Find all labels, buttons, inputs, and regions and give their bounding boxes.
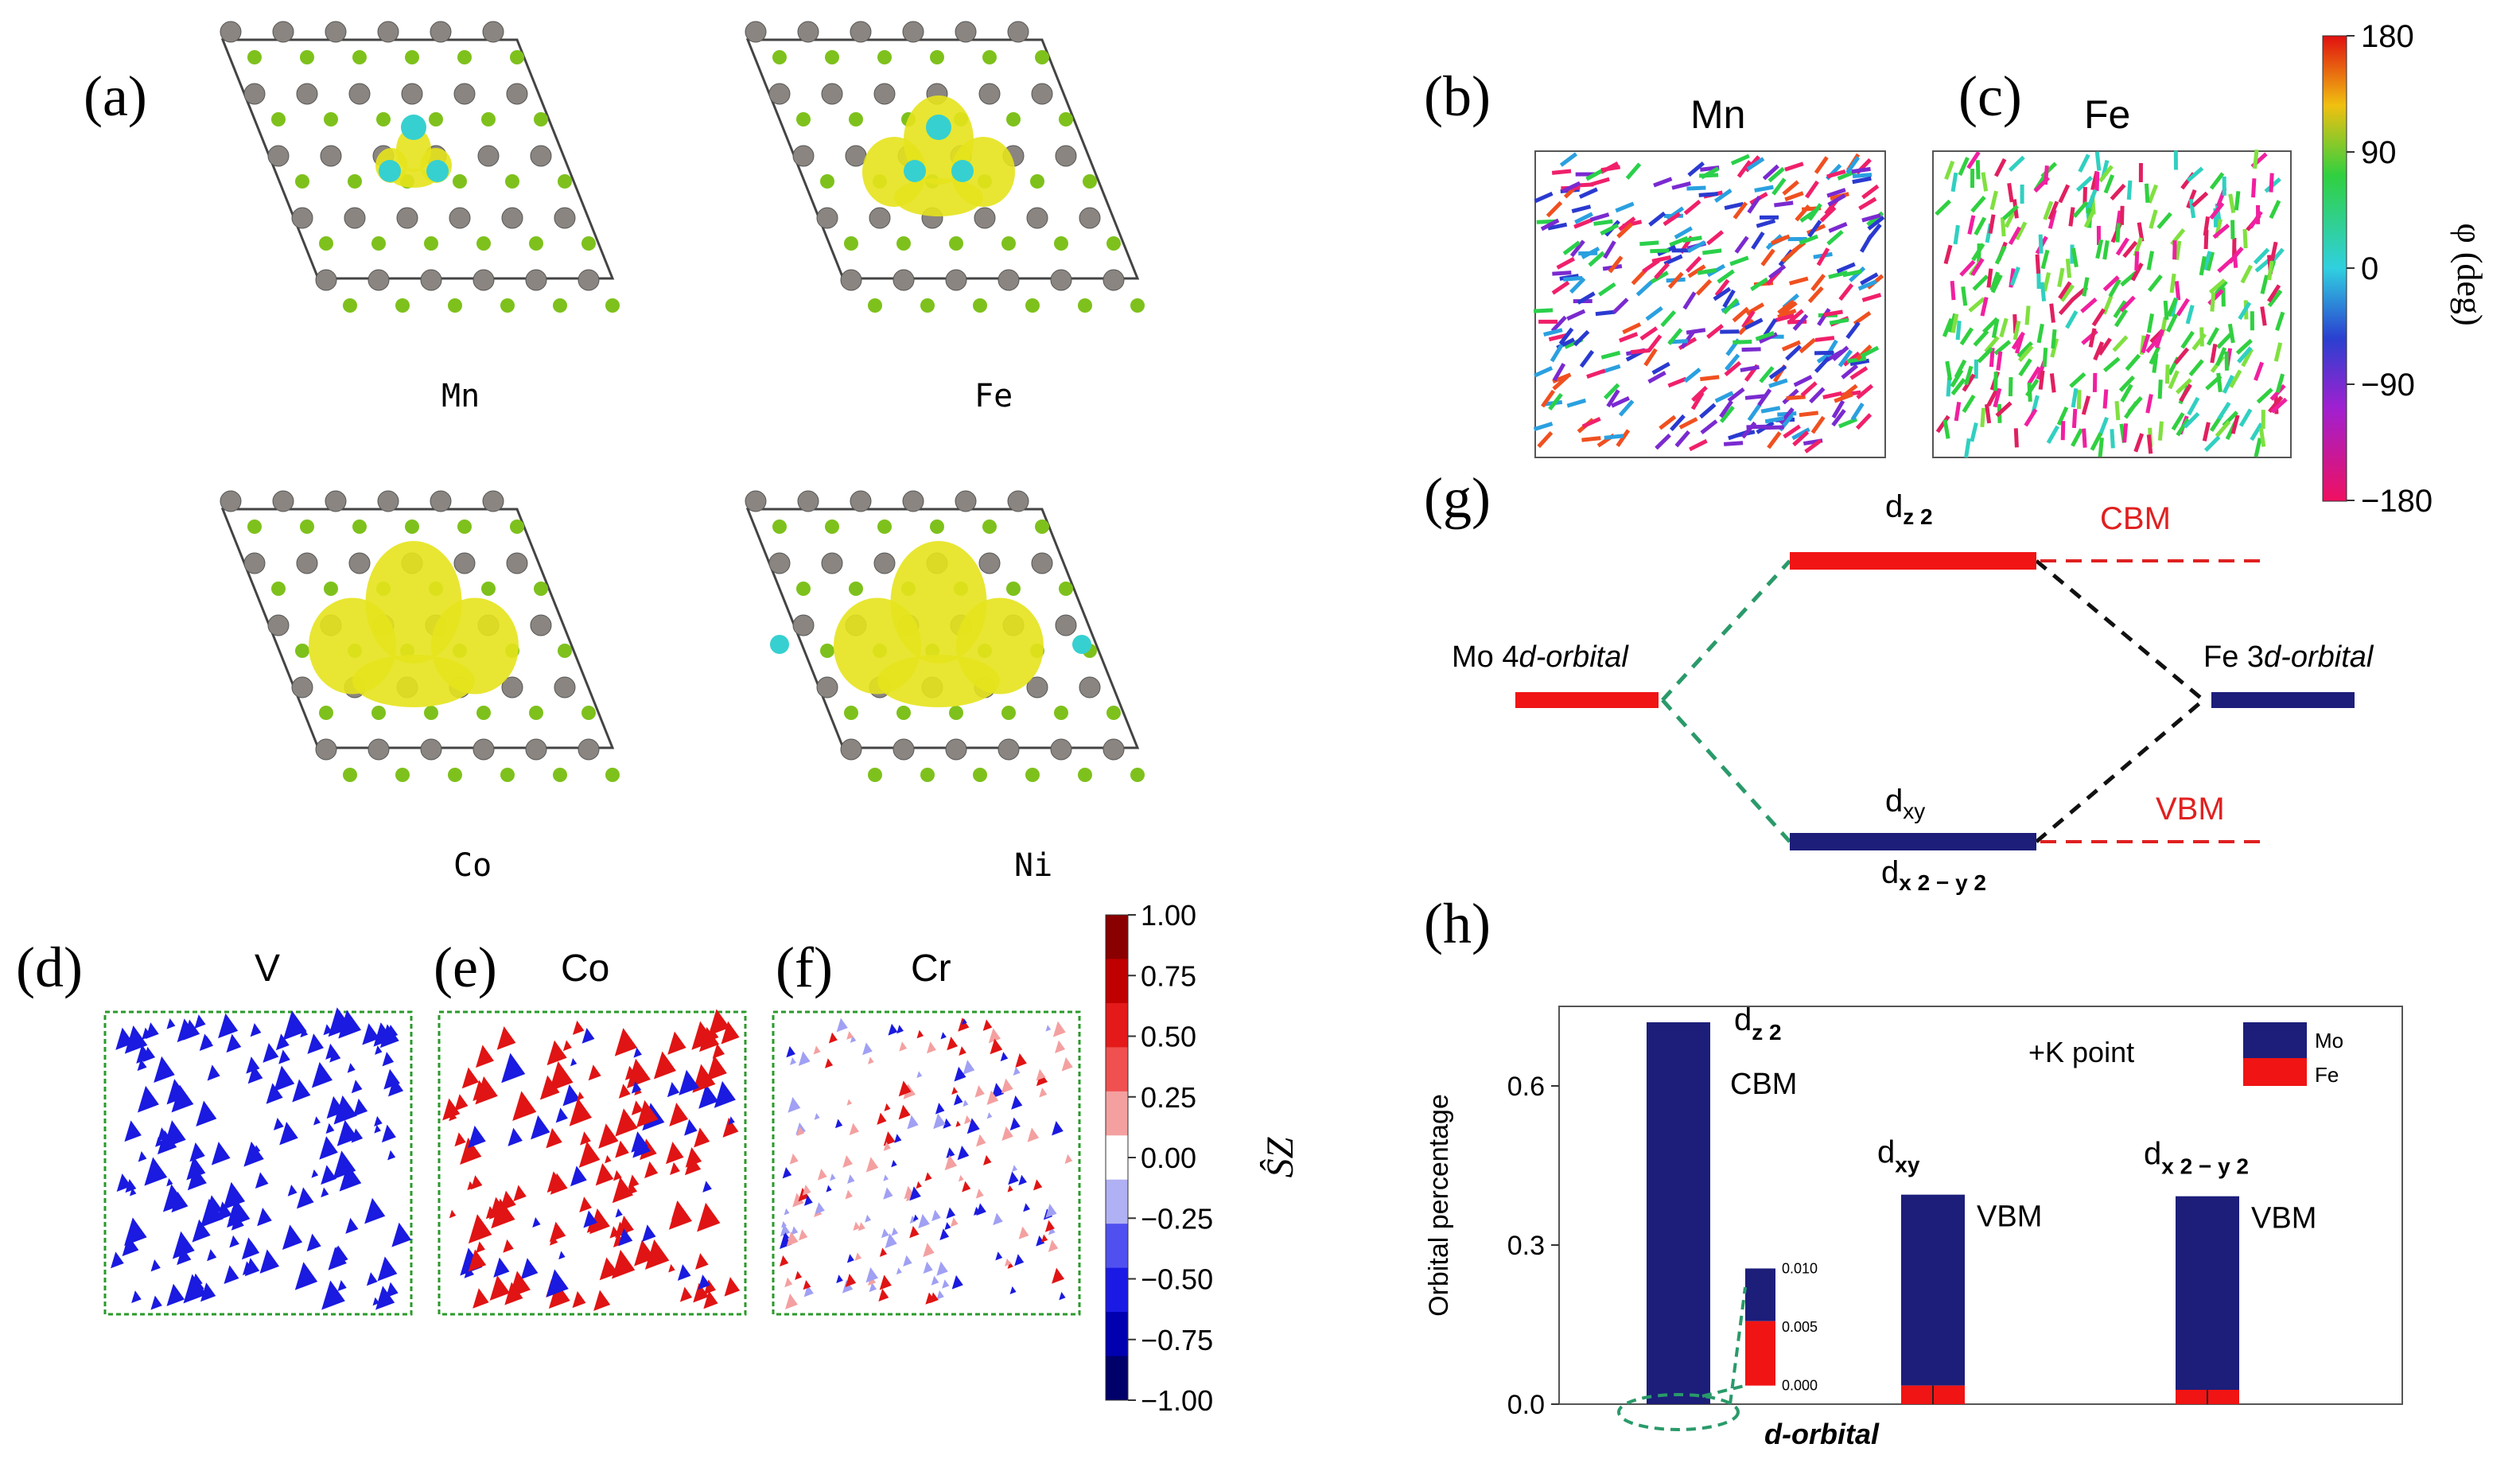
- bar-label-dz2: dz 2: [1734, 1002, 1782, 1045]
- cbm-level-bar: [1790, 552, 2036, 570]
- sz-colorbar: 1.00 0.75 0.50 0.25 0.00 −0.25 −0.50 −0.75 −1.00…: [1105, 899, 1301, 1417]
- y-tick-label: 0.6: [1507, 1072, 1545, 1102]
- sz-map-2: [772, 1010, 1081, 1316]
- sz-tick: −1.00: [1141, 1384, 1213, 1417]
- dxy-label: dxy: [1885, 784, 1926, 823]
- legend-mo: Mo: [2315, 1029, 2343, 1053]
- sz-map-0: [103, 1007, 413, 1316]
- zoom-ellipse: [1617, 1393, 1740, 1431]
- vbm-label: VBM: [2156, 792, 2225, 827]
- fe-orbital-label: Fe 3d-orbital: [2203, 640, 2374, 674]
- panel-label-a: (a): [84, 64, 147, 128]
- legend-fe: Fe: [2315, 1063, 2339, 1087]
- lattice-label-ni: Ni: [1014, 847, 1053, 884]
- lattice-3: [745, 490, 1145, 782]
- bar-tag-dz2: CBM: [1730, 1068, 1797, 1101]
- sz-tick: 1.00: [1141, 899, 1196, 932]
- phi-colorbar-label: φ (deg): [2450, 223, 2489, 325]
- spin-title-mn: Mn: [1690, 92, 1746, 137]
- spin-textures: [1533, 149, 2292, 458]
- spin-title-fe: Fe: [2084, 92, 2131, 137]
- spin-box-1: [1932, 149, 2292, 458]
- sz-tick: −0.50: [1141, 1263, 1213, 1296]
- lattice-2: [220, 490, 620, 782]
- bar-label-dx2-y2: dx 2 − y 2: [2144, 1137, 2249, 1179]
- phi-tick: −180: [2361, 484, 2432, 519]
- sz-map-1: [438, 1009, 747, 1316]
- y-tick-label: 0.0: [1507, 1390, 1545, 1420]
- sz-tick: −0.25: [1141, 1202, 1213, 1235]
- phi-colorbar: 180 90 0 −90 −180 φ (deg): [2322, 19, 2489, 519]
- legend-fe-swatch: [2243, 1058, 2307, 1086]
- bar-tag-dx2-y2: VBM: [2251, 1202, 2316, 1235]
- lattice-label-fe: Fe: [974, 378, 1013, 414]
- sz-tick: 0.00: [1141, 1142, 1196, 1174]
- spin-box-0: [1533, 150, 1886, 458]
- plot-frame: [1558, 1006, 2403, 1405]
- sz-maps: [103, 1007, 1081, 1316]
- panel-label-c: (c): [1958, 64, 2022, 128]
- x-axis-label: d-orbital: [1764, 1418, 1880, 1450]
- energy-level-diagram: [1515, 552, 2355, 850]
- inset-bar-mo: [1745, 1268, 1775, 1321]
- sz-tick: 0.75: [1141, 959, 1196, 992]
- y-axis-label: Orbital percentage: [1424, 1094, 1454, 1317]
- bar-mo-dxy: [1901, 1194, 1965, 1386]
- panel-label-h: (h): [1424, 892, 1491, 955]
- orbital-percentage-chart: 0.0 0.3 0.6 Orbital percentage d-orbital dz 2…: [1424, 1002, 2403, 1450]
- mo-orbital-label: Mo 4d-orbital: [1452, 640, 1628, 674]
- inset-tick: 0.005: [1782, 1319, 1818, 1335]
- fe-level-bar: [2211, 692, 2355, 708]
- bar-tag-dxy: VBM: [1977, 1200, 2042, 1234]
- inset-tick: 0.010: [1782, 1260, 1818, 1276]
- charge-density-lattices: [220, 21, 1145, 782]
- phi-tick: 180: [2361, 19, 2414, 54]
- phi-tick: −90: [2361, 368, 2415, 403]
- sz-title-co: Co: [561, 948, 610, 990]
- phi-tick: 90: [2361, 135, 2397, 170]
- bar-label-dxy: dxy: [1877, 1135, 1920, 1177]
- panel-label-e: (e): [434, 936, 497, 999]
- sz-colorbar-label: ŜZ: [1258, 1136, 1301, 1177]
- dz2-label: dz 2: [1885, 489, 1933, 529]
- panel-label-d: (d): [16, 936, 83, 999]
- lattice-label-mn: Mn: [441, 378, 480, 414]
- lattice-label-co: Co: [453, 847, 492, 884]
- bar-mo-dz2: [1647, 1022, 1710, 1404]
- sz-title-cr: Cr: [911, 948, 951, 990]
- sz-tick: −0.75: [1141, 1324, 1213, 1356]
- phi-tick: 0: [2361, 251, 2378, 286]
- cbm-label: CBM: [2100, 501, 2171, 536]
- panel-label-b: (b): [1424, 64, 1491, 128]
- vbm-level-bar: [1790, 833, 2036, 850]
- inset-tick: 0.000: [1782, 1378, 1818, 1394]
- inset-bar-fe: [1745, 1321, 1775, 1386]
- panel-label-g: (g): [1424, 466, 1491, 530]
- mo-level-bar: [1515, 692, 1659, 708]
- sz-tick: 0.50: [1141, 1021, 1196, 1053]
- sz-title-v: V: [255, 948, 281, 990]
- lattice-0: [220, 21, 620, 313]
- panel-label-f: (f): [776, 936, 833, 999]
- sz-tick: 0.25: [1141, 1081, 1196, 1114]
- dx2y2-label: dx 2 − y 2: [1881, 855, 1987, 895]
- bar-mo-dx2-y2: [2176, 1196, 2239, 1390]
- legend-mo-swatch: [2243, 1022, 2307, 1058]
- k-point-annotation: +K point: [2028, 1036, 2134, 1068]
- y-tick-label: 0.3: [1507, 1231, 1545, 1261]
- lattice-1: [745, 21, 1145, 313]
